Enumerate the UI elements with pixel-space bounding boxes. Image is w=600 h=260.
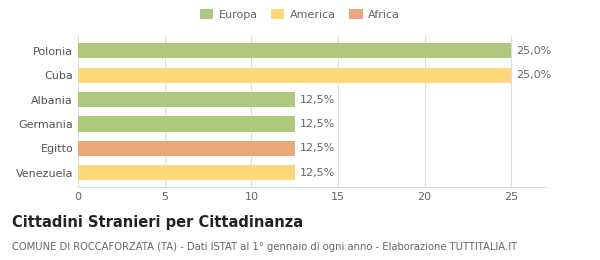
Text: 12,5%: 12,5% bbox=[300, 119, 335, 129]
Bar bbox=[78, 68, 511, 83]
Text: 25,0%: 25,0% bbox=[517, 46, 552, 56]
Text: 25,0%: 25,0% bbox=[517, 70, 552, 80]
Bar bbox=[78, 165, 295, 180]
Text: COMUNE DI ROCCAFORZATA (TA) - Dati ISTAT al 1° gennaio di ogni anno - Elaborazio: COMUNE DI ROCCAFORZATA (TA) - Dati ISTAT… bbox=[12, 242, 517, 252]
Bar bbox=[78, 43, 511, 58]
Text: 12,5%: 12,5% bbox=[300, 95, 335, 105]
Bar bbox=[78, 141, 295, 156]
Text: Cittadini Stranieri per Cittadinanza: Cittadini Stranieri per Cittadinanza bbox=[12, 214, 303, 230]
Legend: Europa, America, Africa: Europa, America, Africa bbox=[196, 5, 404, 23]
Bar bbox=[78, 92, 295, 107]
Text: 12,5%: 12,5% bbox=[300, 144, 335, 153]
Bar bbox=[78, 116, 295, 132]
Text: 12,5%: 12,5% bbox=[300, 168, 335, 178]
